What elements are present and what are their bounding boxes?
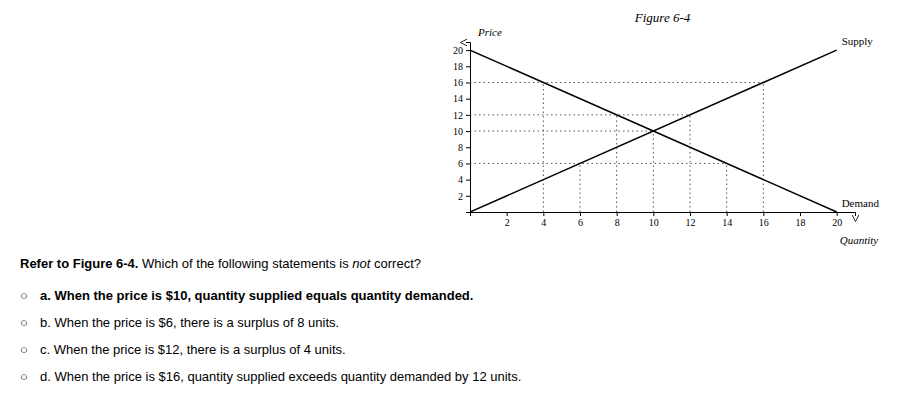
guide-line: [653, 131, 654, 212]
tick-mark: [727, 212, 728, 216]
series-line: [470, 50, 837, 212]
tick: 14: [722, 212, 732, 228]
series-label: Demand: [842, 197, 880, 209]
guide-line: [726, 163, 727, 212]
tick: 6: [458, 158, 470, 169]
x-axis-label: Quantity: [840, 234, 879, 246]
chart-texts: Supply Demand Figure 6-4 Price Quantity: [477, 10, 879, 246]
tick: 12: [453, 110, 470, 121]
y-axis-line: [466, 43, 471, 213]
choice: d. When the price is $16, quantity suppl…: [40, 369, 521, 384]
choice: c. When the price is $12, there is a sur…: [40, 342, 346, 357]
tick-mark: [466, 82, 470, 83]
tick: 4: [541, 212, 546, 228]
question-part: not: [349, 256, 372, 271]
tick-label: 6: [578, 217, 583, 228]
question-part: Refer to Figure 6-4.: [20, 256, 138, 271]
tick: 2: [458, 191, 470, 202]
tick-mark: [837, 212, 838, 216]
tick-mark: [507, 212, 508, 216]
tick-label: 10: [453, 126, 463, 137]
tick-label: 16: [759, 217, 769, 228]
tick-label: 20: [832, 217, 842, 228]
tick-mark: [466, 163, 470, 164]
tick-label: 14: [722, 217, 732, 228]
plot-area: [470, 50, 837, 212]
tick-label: 18: [453, 61, 463, 72]
choice-symbol: ○: [20, 288, 28, 303]
tick-label: 4: [541, 217, 546, 228]
tick: 8: [458, 142, 470, 153]
question-part: correct?: [370, 256, 421, 271]
tick: 10: [649, 212, 659, 228]
tick-mark: [466, 99, 470, 100]
tick-label: 8: [615, 217, 620, 228]
y-axis: 2 4 6 8 10 12 14 16 18 20: [453, 43, 471, 213]
guide-line: [470, 82, 763, 83]
x-axis: 2 4 6 8 10 12 14 16 18 20: [471, 212, 856, 228]
guide-line: [580, 163, 581, 212]
tick-label: 10: [649, 217, 659, 228]
guide-line: [470, 131, 653, 132]
tick: 10: [453, 126, 470, 137]
tick-mark: [617, 212, 618, 216]
tick: 16: [759, 212, 769, 228]
tick: 14: [453, 93, 470, 104]
tick-label: 16: [453, 77, 463, 88]
tick: 8: [615, 212, 620, 228]
tick-mark: [466, 50, 470, 51]
x-axis-line: [471, 213, 856, 217]
guide-line: [470, 114, 690, 115]
tick-label: 14: [453, 93, 463, 104]
tick-mark: [466, 147, 470, 148]
guide-line: [690, 115, 691, 212]
tick-mark: [653, 212, 654, 216]
question: Refer to Figure 6-4. Which of the follow…: [20, 256, 421, 271]
tick-mark: [466, 196, 470, 197]
choice-symbol: ○: [20, 369, 28, 384]
tick-label: 4: [458, 174, 463, 185]
question-part: Which of the following statements is: [138, 256, 349, 271]
tick-mark: [466, 131, 470, 132]
guide-line: [543, 82, 544, 212]
tick-label: 20: [453, 45, 463, 56]
guide-line: [763, 82, 764, 212]
tick-mark: [543, 212, 544, 216]
y-axis-label: Price: [477, 26, 502, 38]
guide-line: [470, 163, 727, 164]
tick-label: 18: [796, 217, 806, 228]
tick: 20: [453, 45, 470, 56]
question-block: Refer to Figure 6-4. Which of the follow…: [20, 256, 521, 384]
tick-mark: [690, 212, 691, 216]
tick-label: 12: [453, 110, 463, 121]
guide-line: [616, 115, 617, 212]
choice: b. When the price is $6, there is a surp…: [40, 315, 339, 330]
tick-mark: [800, 212, 801, 216]
tick: 20: [832, 212, 842, 228]
tick-mark: [580, 212, 581, 216]
tick-label: 8: [458, 142, 463, 153]
tick-mark: [466, 66, 470, 67]
tick: 18: [796, 212, 806, 228]
tick-label: 2: [505, 217, 510, 228]
choice-symbol: ○: [20, 342, 28, 357]
tick-label: 6: [458, 158, 463, 169]
tick: 6: [578, 212, 583, 228]
tick-label: 2: [458, 191, 463, 202]
chart: 2 4 6 8 10 12 14 16 18 20 2 4 6 8 10 12 14 16 18 20 Supply De…: [0, 0, 903, 418]
tick: 2: [505, 212, 510, 228]
tick: 12: [686, 212, 696, 228]
series-line: [470, 50, 837, 212]
tick: 4: [458, 174, 470, 185]
choice-symbol: ○: [20, 315, 28, 330]
tick: 18: [453, 61, 470, 72]
tick-mark: [466, 180, 470, 181]
title: Figure 6-4: [634, 10, 691, 25]
tick-label: 12: [686, 217, 696, 228]
series-label: Supply: [842, 35, 874, 47]
choice: a. When the price is $10, quantity suppl…: [40, 288, 473, 303]
tick: 16: [453, 77, 470, 88]
tick-mark: [466, 115, 470, 116]
tick-mark: [763, 212, 764, 216]
